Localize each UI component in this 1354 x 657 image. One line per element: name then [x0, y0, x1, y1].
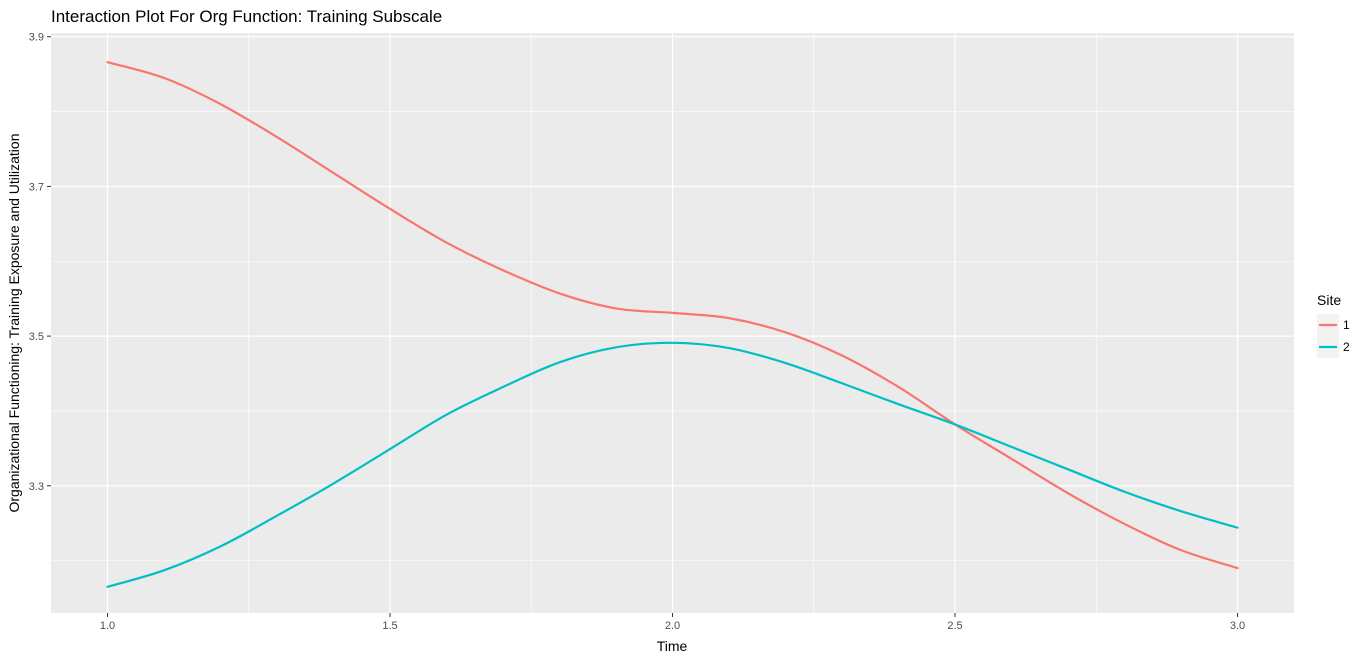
x-tick-label: 1.0 [100, 620, 115, 632]
y-tick-label: 3.7 [29, 181, 44, 193]
legend-label-site-2: 2 [1343, 340, 1350, 354]
chart-title: Interaction Plot For Org Function: Train… [51, 7, 442, 26]
y-tick-label: 3.3 [29, 481, 44, 493]
grid-lines [51, 33, 1294, 613]
series-lines [106, 61, 1239, 588]
series-line-site-2 [106, 341, 1239, 588]
y-tick-label: 3.9 [29, 32, 44, 44]
legend-label-site-1: 1 [1343, 318, 1350, 332]
legend: Site 1 2 [1317, 292, 1350, 358]
x-tick-label: 2.0 [665, 620, 680, 632]
y-axis-title: Organizational Functioning: Training Exp… [6, 134, 22, 513]
x-axis-title: Time [657, 638, 688, 654]
x-tick-label: 1.5 [382, 620, 397, 632]
series-line-site-1 [106, 61, 1239, 570]
x-tick-label: 2.5 [947, 620, 962, 632]
y-tick-label: 3.5 [29, 331, 44, 343]
y-axis: 3.3 3.5 3.7 3.9 [29, 32, 51, 493]
x-tick-label: 3.0 [1230, 620, 1245, 632]
x-axis: 1.0 1.5 2.0 2.5 3.0 [100, 613, 1245, 632]
legend-title: Site [1317, 292, 1341, 308]
